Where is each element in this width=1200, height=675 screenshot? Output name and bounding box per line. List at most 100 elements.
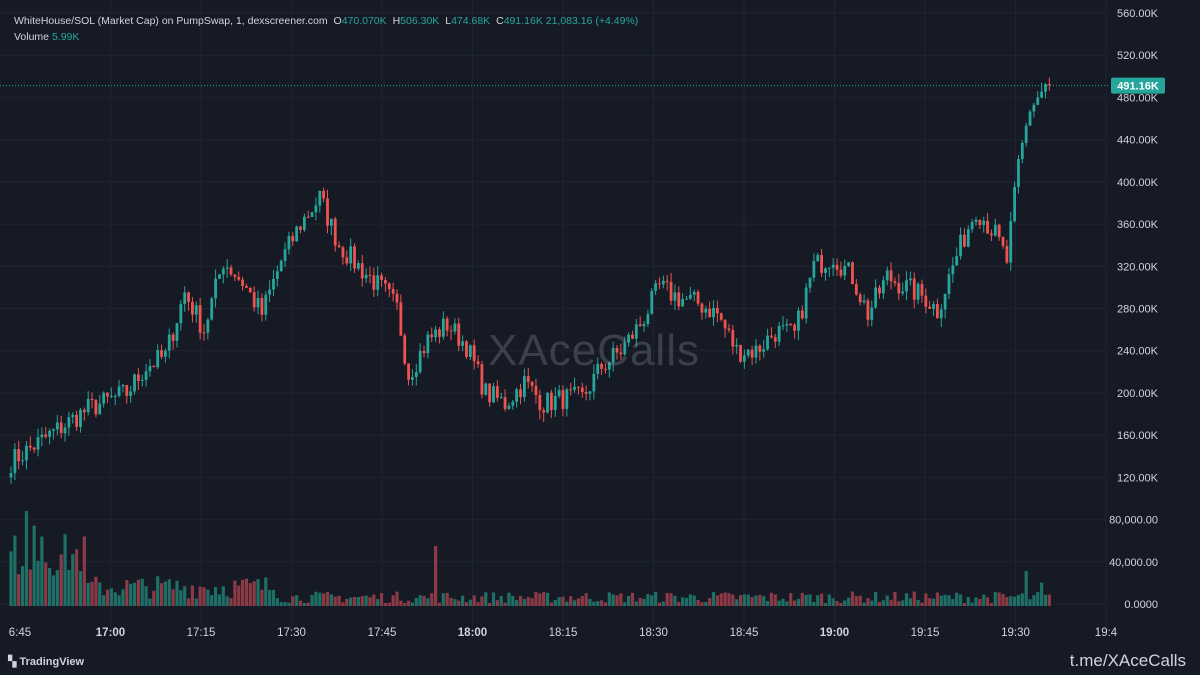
candle-body: [688, 294, 692, 299]
volume-bar: [993, 591, 997, 606]
candle-body: [156, 350, 160, 368]
y-tick-label: 240.00K: [1117, 346, 1159, 358]
volume-bar: [167, 579, 171, 606]
volume-bar: [383, 602, 388, 606]
volume-bar: [785, 601, 789, 606]
candle-body: [164, 350, 167, 357]
tradingview-logo[interactable]: ▚ TradingView: [8, 655, 84, 668]
candle-body: [912, 278, 916, 300]
candle-body: [920, 283, 924, 296]
volume-bar: [704, 601, 708, 606]
candle-body: [824, 268, 827, 273]
volume-bar: [163, 581, 167, 606]
volume-bar: [904, 593, 909, 606]
volume-bar: [233, 580, 237, 606]
candle-body: [75, 414, 79, 428]
candle-body: [52, 429, 55, 431]
candle-body: [993, 224, 997, 236]
volume-bar: [325, 592, 330, 606]
volume-bar: [1005, 597, 1009, 606]
candle-body: [202, 332, 206, 334]
candle-body: [600, 364, 603, 369]
candle-body: [754, 345, 758, 358]
volume-bar: [893, 592, 897, 606]
volume-bar: [434, 546, 438, 606]
volume-bar: [518, 595, 523, 606]
volume-bar: [580, 595, 584, 606]
candle-body: [140, 379, 144, 381]
volume-bar: [974, 597, 978, 606]
volume-bar: [387, 602, 391, 606]
y-tick-label: 480.00K: [1117, 92, 1159, 104]
volume-bar: [935, 592, 939, 606]
volume-bar: [511, 595, 515, 606]
volume-bar: [657, 602, 662, 606]
candle-body: [376, 275, 380, 290]
candle-body: [160, 350, 163, 357]
candle-body: [314, 205, 318, 213]
candle-body: [113, 395, 117, 397]
volume-bar: [225, 596, 229, 606]
symbol-title[interactable]: WhiteHouse/SOL (Market Cap) on PumpSwap,…: [14, 15, 328, 27]
volume-bar: [414, 597, 418, 606]
volume-bar: [9, 551, 13, 606]
candle-body: [546, 392, 549, 413]
candle-body: [40, 434, 44, 438]
volume-bar: [572, 600, 577, 606]
y-tick-label: 400.00K: [1117, 177, 1159, 189]
volume-bar: [329, 594, 333, 606]
candle-body: [881, 280, 885, 294]
candle-body: [569, 389, 573, 391]
volume-bar: [271, 589, 276, 606]
candle-body: [901, 291, 905, 294]
candle-body: [1024, 125, 1028, 143]
candle-body: [793, 324, 796, 331]
candle-body: [515, 389, 519, 402]
volume-bar: [646, 594, 650, 606]
candle-body: [63, 427, 67, 434]
last-price-tag: 491.16K: [1111, 77, 1165, 94]
volume-bar: [476, 602, 480, 606]
x-axis[interactable]: 6:45 17:00 17:15 17:30 17:45 18:00 18:15 18:30 1…: [9, 627, 1118, 639]
candle-body: [368, 274, 372, 276]
telegram-link[interactable]: t.me/XAceCalls: [1069, 651, 1186, 670]
volume-bar: [839, 602, 843, 606]
low-label: L: [445, 15, 452, 27]
candle-body: [468, 345, 472, 357]
volume-bar: [67, 570, 71, 606]
y-axis[interactable]: 560.00K 520.00K 480.00K 440.00K 400.00K 360.0…: [1109, 8, 1159, 611]
volume-bar: [391, 595, 395, 606]
volume-bar: [715, 595, 719, 606]
volume-bar: [561, 596, 565, 606]
y-tick-label: 440.00K: [1117, 135, 1159, 147]
candle-body: [414, 371, 418, 378]
candle-body: [260, 298, 264, 315]
candle-body: [1036, 97, 1040, 105]
candle-body: [17, 449, 21, 462]
candle-body: [129, 391, 133, 396]
volume-bar: [202, 587, 206, 606]
candle-body: [843, 265, 847, 276]
volume-bar: [360, 596, 364, 606]
candle-body: [245, 286, 248, 288]
candle-body: [353, 246, 356, 269]
volume-bar: [488, 602, 492, 606]
volume-bar: [526, 597, 530, 606]
candle-body: [746, 349, 750, 356]
volume-bar: [924, 593, 928, 606]
candle-body: [955, 256, 959, 266]
volume-bar: [86, 582, 90, 606]
volume-label[interactable]: Volume: [14, 31, 50, 43]
volume-bar: [962, 603, 967, 606]
y-tick-label: 320.00K: [1117, 261, 1159, 273]
candle-body: [565, 389, 569, 409]
volume-bar: [642, 598, 646, 606]
candle-body: [847, 262, 851, 266]
volume-bar: [773, 594, 777, 606]
candle-body: [654, 283, 658, 291]
candle-body: [723, 319, 727, 329]
volume-bar: [403, 602, 407, 606]
volume-bar: [1047, 594, 1051, 606]
last-price-label: 491.16K: [1117, 81, 1159, 93]
